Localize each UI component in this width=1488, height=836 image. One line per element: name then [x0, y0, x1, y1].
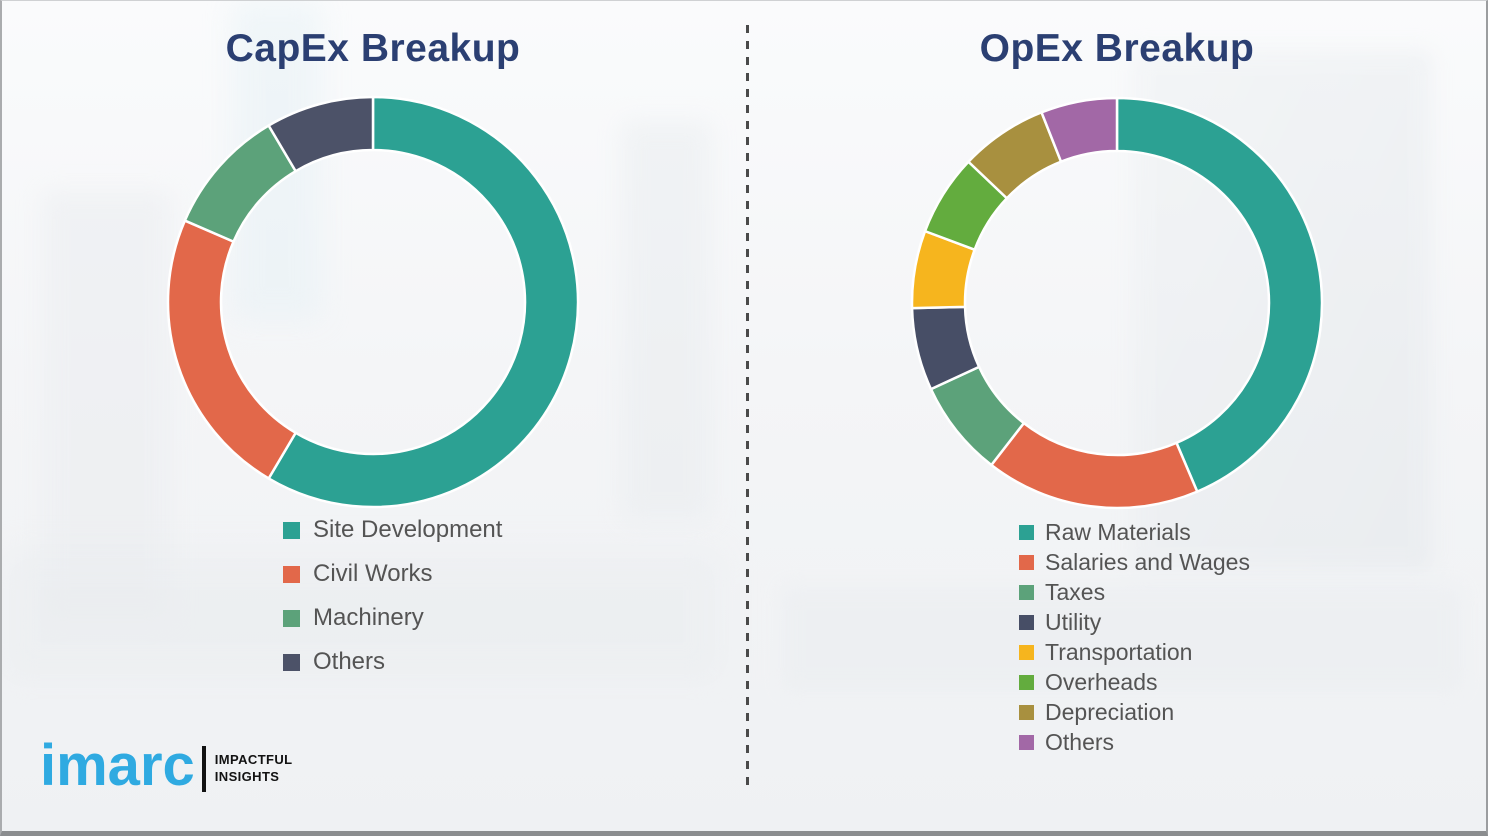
legend-swatch — [1019, 614, 1034, 630]
donut-segment-others — [267, 95, 375, 173]
legend-item: Civil Works — [283, 552, 502, 596]
legend-swatch — [1019, 644, 1034, 660]
imarc-logo: imarc IMPACTFUL INSIGHTS — [40, 737, 293, 795]
background-texture — [42, 191, 172, 621]
legend-swatch — [1019, 674, 1034, 690]
legend-item: Site Development — [283, 508, 502, 552]
logo-tagline: IMPACTFUL INSIGHTS — [215, 752, 293, 786]
background-texture — [622, 121, 712, 521]
legend-label: Taxes — [1045, 578, 1106, 605]
legend-label: Others — [313, 648, 386, 675]
opex-donut-chart — [910, 96, 1324, 510]
legend-item: Others — [283, 640, 502, 684]
legend-item: Machinery — [283, 596, 502, 640]
legend-swatch — [1019, 734, 1034, 750]
legend-item: Utility — [1019, 607, 1250, 637]
tagline-line-1: IMPACTFUL — [214, 752, 293, 768]
legend-label: Depreciation — [1045, 698, 1175, 725]
legend-label: Raw Materials — [1045, 518, 1191, 545]
legend-item: Raw Materials — [1019, 517, 1250, 547]
imarc-logo-text: imarc — [40, 733, 195, 798]
legend-label: Utility — [1045, 608, 1102, 635]
donut-segment-raw-materials — [1115, 96, 1324, 493]
capex-chart-title: CapEx Breakup — [225, 27, 521, 70]
legend-item: Overheads — [1019, 667, 1250, 697]
logo-divider-bar — [201, 746, 206, 792]
tagline-line-2: INSIGHTS — [214, 769, 280, 784]
legend-swatch — [283, 653, 300, 671]
legend-swatch — [1019, 554, 1034, 570]
legend-item: Depreciation — [1019, 697, 1250, 727]
legend-swatch — [283, 521, 300, 539]
legend-label: Civil Works — [313, 560, 433, 587]
legend-label: Others — [1045, 728, 1115, 755]
legend-item: Transportation — [1019, 637, 1250, 667]
legend-swatch — [1019, 524, 1034, 540]
legend-item: Salaries and Wages — [1019, 547, 1250, 577]
capex-donut-chart — [166, 95, 580, 509]
legend-label: Machinery — [313, 604, 424, 631]
capex-legend: Site Development Civil Works Machinery Othe… — [283, 508, 502, 684]
legend-swatch — [283, 609, 300, 627]
donut-segment-salaries-and-wages — [990, 421, 1199, 510]
legend-label: Overheads — [1045, 668, 1158, 695]
donut-segment-civil-works — [166, 219, 297, 480]
legend-swatch — [283, 565, 300, 583]
legend-swatch — [1019, 584, 1034, 600]
donut-segment-others — [1040, 96, 1119, 163]
opex-legend: Raw Materials Salaries and Wages Taxes Util… — [1019, 517, 1250, 757]
legend-label: Site Development — [313, 516, 503, 543]
donut-segment-site-development — [267, 95, 580, 509]
opex-chart-title: OpEx Breakup — [979, 27, 1255, 70]
legend-label: Transportation — [1045, 638, 1193, 665]
legend-label: Salaries and Wages — [1045, 548, 1250, 575]
legend-item: Taxes — [1019, 577, 1250, 607]
center-divider-dashed-line — [746, 25, 749, 789]
legend-swatch — [1019, 704, 1034, 720]
legend-item: Others — [1019, 727, 1250, 757]
